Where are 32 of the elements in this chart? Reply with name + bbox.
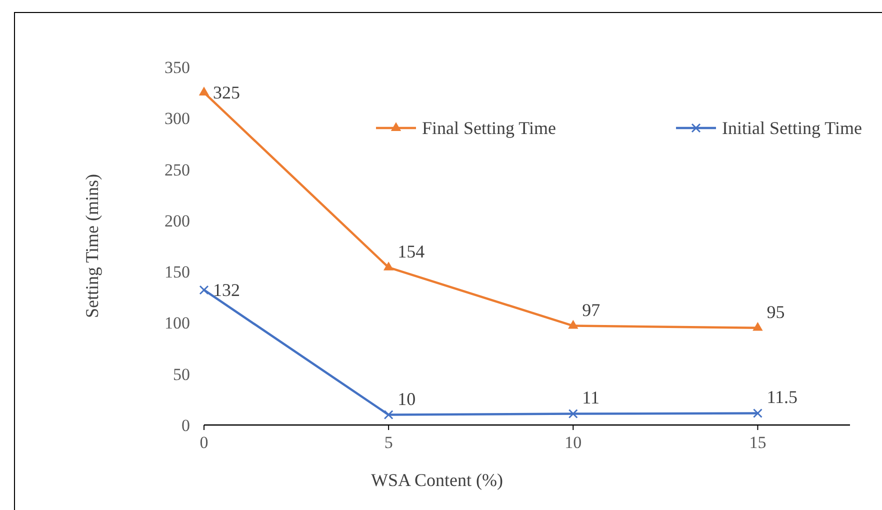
y-tick-label: 300	[164, 109, 190, 128]
data-label: 97	[582, 300, 600, 320]
point	[198, 86, 210, 96]
y-tick-label: 250	[164, 160, 190, 180]
y-tick-label: 350	[164, 58, 190, 77]
y-axis-title: Setting Time (mins)	[82, 174, 102, 318]
data-label: 132	[213, 280, 240, 300]
x-tick-label: 10	[564, 433, 582, 452]
point	[568, 409, 578, 418]
data-label: 10	[398, 388, 416, 409]
x-tick-label: 15	[749, 433, 766, 452]
y-tick-label: 200	[164, 211, 190, 230]
data-label: 154	[398, 241, 425, 262]
point	[199, 285, 209, 295]
data-label: 325	[213, 82, 240, 103]
legend-label: Initial Setting Time	[722, 118, 862, 138]
legend-label: Final Setting Time	[422, 118, 556, 138]
y-tick-label: 100	[164, 314, 190, 333]
y-tick-label: 0	[182, 416, 190, 435]
x-tick-label: 5	[384, 433, 393, 452]
data-label: 95	[766, 302, 785, 322]
data-label: 11.5	[766, 387, 798, 408]
y-tick-label: 50	[173, 364, 190, 384]
point	[752, 408, 762, 418]
point	[568, 320, 578, 329]
x-axis-title: WSA Content (%)	[371, 470, 503, 490]
point	[383, 262, 394, 270]
x-tick-label: 0	[200, 433, 208, 452]
point	[384, 410, 394, 420]
y-tick-label: 150	[164, 262, 190, 282]
point	[752, 322, 763, 331]
data-label: 11	[582, 388, 600, 408]
